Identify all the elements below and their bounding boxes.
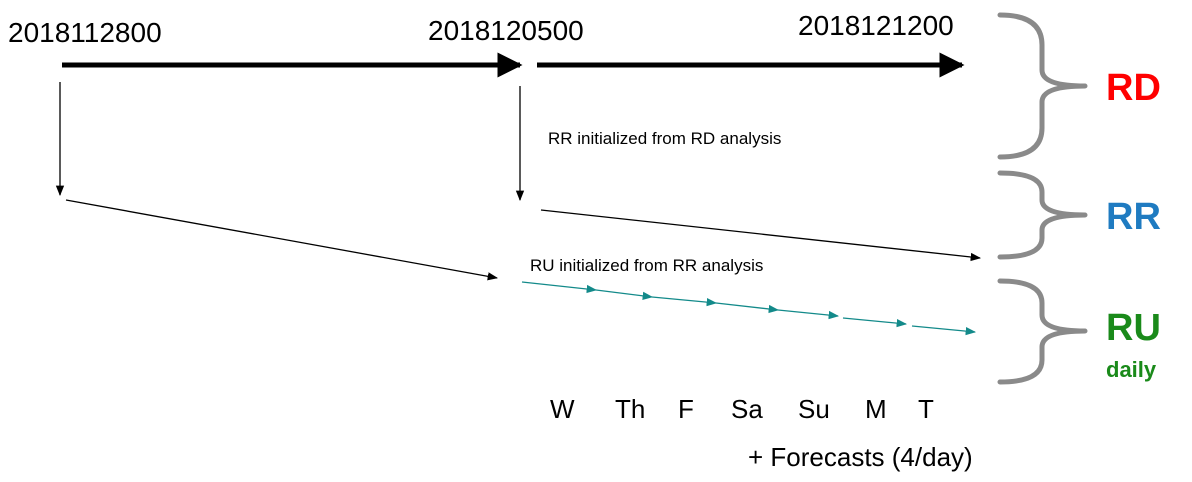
day-label: Th (615, 394, 645, 424)
note: RR initialized from RD analysis (548, 129, 781, 148)
day-label: W (550, 394, 575, 424)
brace (997, 278, 1088, 385)
system-label: RR (1106, 196, 1161, 238)
footer: + Forecasts (4/day) (748, 442, 973, 472)
note: RU initialized from RR analysis (530, 256, 763, 275)
date-label: 2018120500 (428, 15, 584, 46)
system-label: RU (1106, 307, 1161, 349)
ru-arrow (715, 302, 780, 314)
ru-arrow (521, 281, 598, 294)
date-label: 2018121200 (798, 10, 954, 41)
rr-arrow (65, 199, 499, 281)
day-label: F (678, 394, 694, 424)
ru-arrow (595, 289, 654, 300)
ru-arrows (521, 281, 977, 336)
ru-arrow (842, 317, 908, 328)
system-label: RD (1106, 67, 1161, 109)
day-label: Sa (731, 394, 763, 424)
day-label: T (918, 394, 934, 424)
ru-arrow (651, 296, 718, 307)
rr-arrow (540, 209, 982, 262)
brace (997, 12, 1088, 160)
day-label: Su (798, 394, 830, 424)
date-label: 2018112800 (8, 17, 162, 48)
ru-arrow (777, 309, 840, 320)
ru-arrow (911, 325, 977, 336)
day-label: M (865, 394, 887, 424)
system-sublabel: daily (1106, 357, 1157, 382)
brace (997, 170, 1088, 260)
